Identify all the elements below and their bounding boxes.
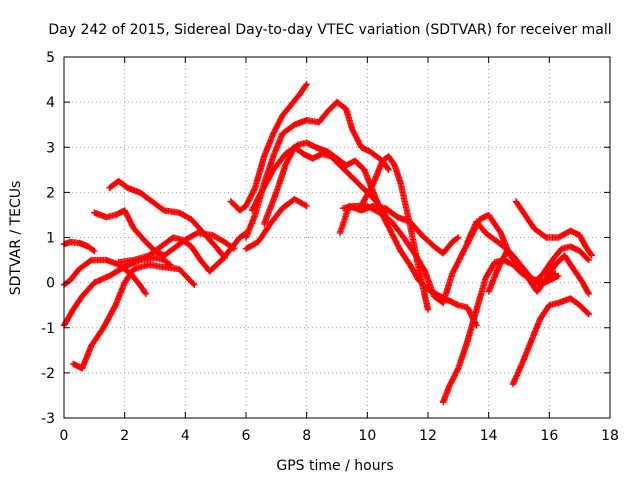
plus-markers [69,261,198,372]
x-tick-label: 14 [480,428,498,444]
y-tick-label: -3 [41,411,55,427]
series-track-5 [91,207,238,259]
chart-title: Day 242 of 2015, Sidereal Day-to-day VTE… [48,22,611,38]
series-track-4 [69,261,198,372]
y-axis-label: SDTVAR / TECUs [8,181,24,296]
y-tick-label: 1 [46,231,55,247]
x-tick-label: 10 [358,428,376,444]
plus-markers [509,295,592,388]
x-tick-label: 12 [419,428,437,444]
y-tick-label: 5 [46,50,55,66]
plus-markers [91,207,238,259]
plus-markers [115,229,250,275]
data-points [60,80,595,406]
plus-markers [515,252,592,298]
plus-markers [106,177,228,261]
y-tick-label: -1 [41,321,55,337]
plus-markers [60,238,98,255]
y-tick-label: 3 [46,140,55,156]
x-tick-label: 4 [181,428,190,444]
series-track-11 [242,195,310,252]
series-track-19 [512,198,595,259]
series-track-6 [106,177,228,261]
y-tick-label: 0 [46,276,55,292]
series-track-8 [227,80,310,214]
x-tick-label: 8 [302,428,311,444]
y-tick-label: 4 [46,95,55,111]
x-tick-label: 16 [540,428,558,444]
series-track-7 [115,229,250,275]
plus-markers [227,80,310,214]
series-track-21 [515,252,592,298]
x-tick-label: 0 [60,428,69,444]
series-track-20 [509,295,592,388]
grid [64,57,610,418]
plus-markers [242,195,310,252]
x-tick-label: 18 [601,428,619,444]
series-track-2 [60,238,98,255]
plus-markers [261,144,389,228]
y-tick-label: -2 [41,366,55,382]
x-tick-label: 6 [242,428,251,444]
x-axis-label: GPS time / hours [276,458,393,474]
plus-markers [512,198,595,259]
y-tick-label: 2 [46,185,55,201]
series-track-12 [261,144,389,228]
x-tick-label: 2 [120,428,129,444]
